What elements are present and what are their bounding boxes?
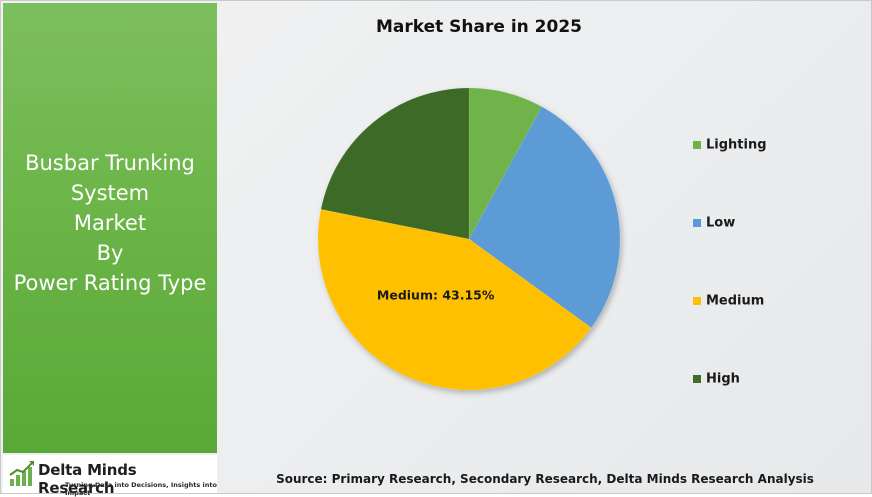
legend-label: Medium	[706, 293, 765, 309]
report-title-line: By	[96, 241, 124, 265]
source-note: Source: Primary Research, Secondary Rese…	[276, 472, 814, 486]
left-title-panel: Busbar Trunking System Market By Power R…	[3, 3, 217, 453]
legend-item-medium: Medium	[693, 292, 764, 310]
report-title-line: Power Rating Type	[13, 271, 207, 295]
pie-slice-medium	[317, 209, 592, 391]
data-label-medium: Medium: 43.15%	[377, 287, 495, 302]
legend-swatch	[693, 296, 701, 305]
legend-swatch	[693, 218, 701, 227]
chart-title: Market Share in 2025	[375, 17, 582, 37]
legend-swatch	[693, 140, 701, 149]
legend-item-high: High	[693, 370, 740, 388]
legend-label: Lighting	[706, 137, 767, 153]
legend-item-lighting: Lighting	[693, 136, 767, 154]
brand-logo: Delta Minds Research Turning Data into D…	[3, 455, 217, 497]
legend-swatch	[693, 374, 701, 383]
pie-slices	[317, 87, 621, 391]
bar-chart-logo-icon	[9, 461, 34, 486]
pie-slice-low	[468, 106, 621, 329]
legend-item-low: Low	[693, 214, 735, 232]
legend-label: Low	[706, 215, 736, 231]
report-title-line: Market	[73, 211, 147, 235]
report-title: Busbar Trunking System Market By Power R…	[14, 148, 207, 308]
report-title-line: Busbar Trunking	[25, 151, 195, 175]
pie-slice-high	[320, 87, 470, 240]
brand-name: Delta Minds Research	[38, 461, 137, 497]
legend-label: High	[706, 371, 740, 387]
report-title-line: System	[70, 181, 150, 205]
brand-tagline: Turning Data into Decisions, Insights in…	[65, 481, 217, 497]
